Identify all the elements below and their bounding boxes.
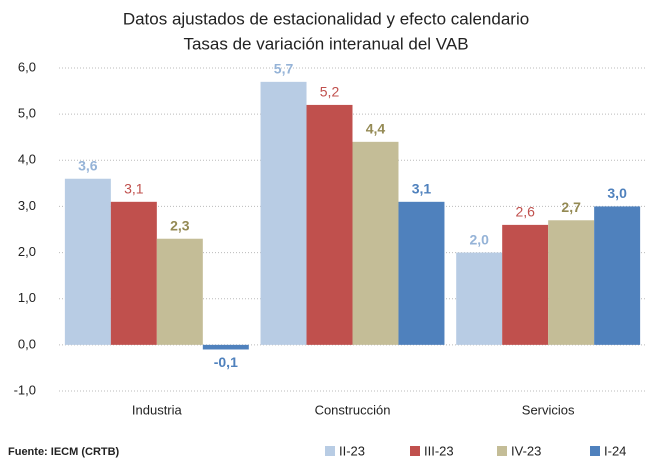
- bar: [398, 201, 445, 345]
- chart-title: Datos ajustados de estacionalidad y efec…: [123, 9, 529, 28]
- legend-swatch: [325, 446, 335, 456]
- value-label: 2,3: [170, 217, 190, 233]
- legend-label: III-23: [424, 443, 454, 458]
- value-label: -0,1: [214, 354, 238, 370]
- bar: [502, 224, 549, 345]
- legend-swatch: [410, 446, 420, 456]
- y-tick-label: 3,0: [18, 198, 36, 213]
- value-label: 3,1: [412, 181, 432, 197]
- value-label: 5,7: [274, 61, 294, 77]
- y-tick-label: 4,0: [18, 152, 36, 167]
- legend-label: I-24: [604, 443, 626, 458]
- bar: [156, 238, 203, 345]
- bar: [64, 178, 111, 345]
- legend-swatch: [590, 446, 600, 456]
- bar: [260, 81, 307, 345]
- bar: [352, 141, 399, 345]
- x-tick-label: Construcción: [315, 402, 391, 417]
- y-tick-label: 5,0: [18, 106, 36, 121]
- value-label: 2,7: [561, 199, 581, 215]
- bar: [202, 344, 249, 350]
- y-tick-label: -1,0: [14, 382, 36, 397]
- bar: [306, 104, 353, 345]
- y-tick-label: 6,0: [18, 59, 36, 74]
- bar: [594, 206, 641, 345]
- value-label: 3,1: [124, 181, 144, 197]
- value-label: 3,0: [607, 185, 627, 201]
- source: Fuente: IECM (CRTB): [8, 446, 120, 458]
- y-tick-label: 2,0: [18, 244, 36, 259]
- chart-subtitle: Tasas de variación interanual del VAB: [183, 34, 468, 53]
- value-label: 3,6: [78, 157, 98, 173]
- y-tick-label: 1,0: [18, 290, 36, 305]
- legend-swatch: [497, 446, 507, 456]
- bar: [110, 201, 157, 345]
- x-tick-label: Industria: [132, 402, 183, 417]
- x-tick-label: Servicios: [522, 402, 575, 417]
- y-tick-label: 0,0: [18, 336, 36, 351]
- legend-label: IV-23: [511, 443, 541, 458]
- value-label: 4,4: [366, 121, 386, 137]
- value-label: 2,6: [515, 204, 535, 220]
- value-label: 5,2: [320, 84, 340, 100]
- legend-label: II-23: [339, 443, 365, 458]
- value-label: 2,0: [469, 231, 489, 247]
- bar: [548, 220, 595, 345]
- bar: [456, 252, 503, 345]
